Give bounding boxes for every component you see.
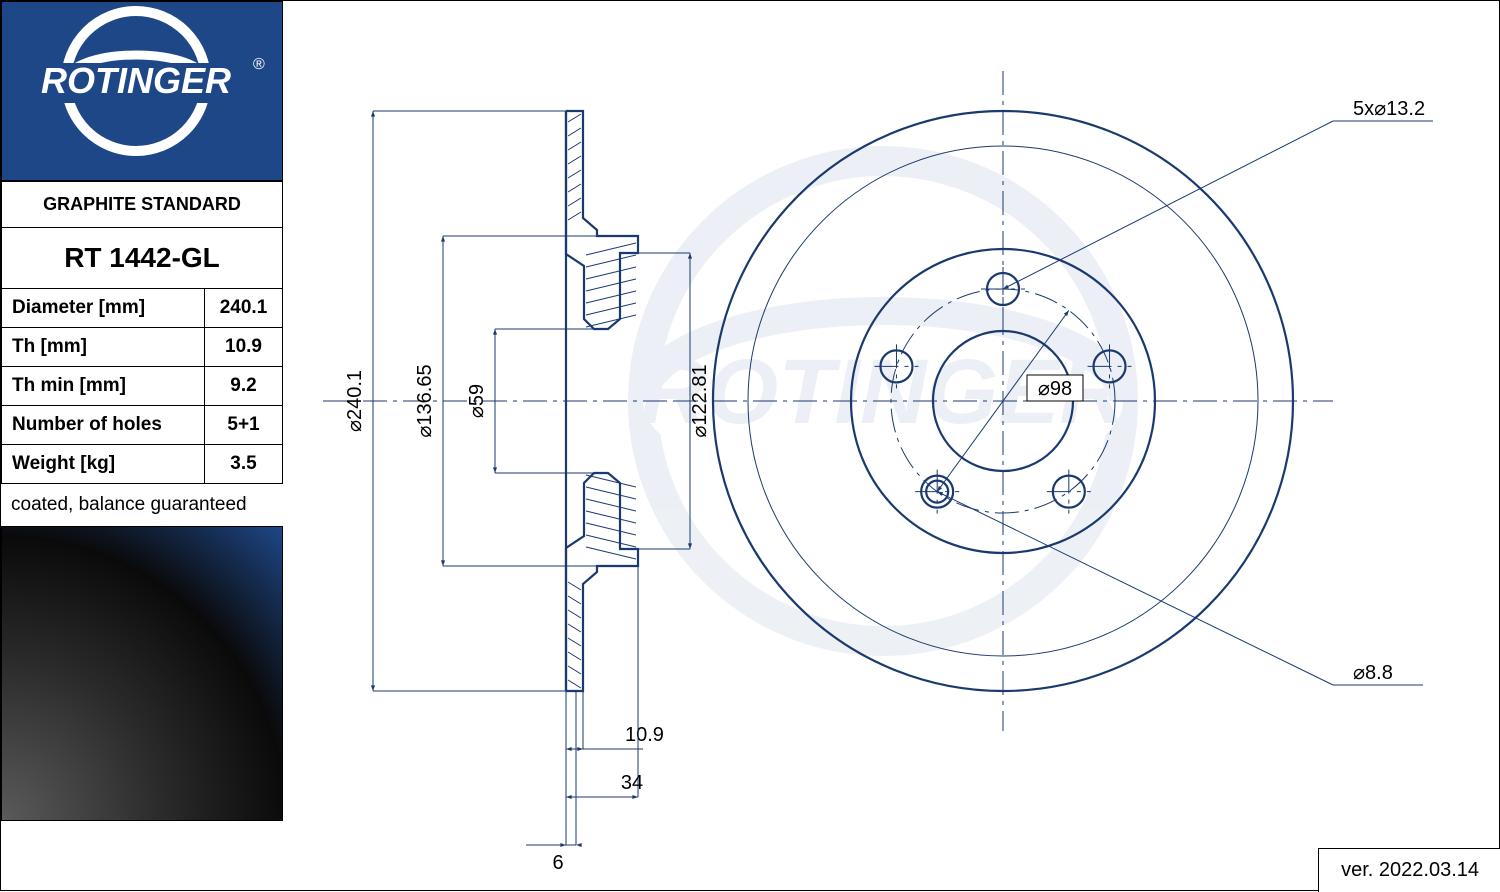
spec-value: 5+1 xyxy=(205,406,283,445)
svg-text:⌀98: ⌀98 xyxy=(1038,378,1072,400)
page: ROTINGER ® GRAPHITE STANDARD RT 1442-GL … xyxy=(0,0,1500,891)
part-number: RT 1442-GL xyxy=(2,228,283,289)
spec-table: GRAPHITE STANDARD RT 1442-GL Diameter [m… xyxy=(1,181,283,484)
version-label: ver. 2022.03.14 xyxy=(1318,848,1500,892)
brand-logo: ROTINGER ® xyxy=(1,1,283,181)
sidebar: ROTINGER ® GRAPHITE STANDARD RT 1442-GL … xyxy=(1,1,283,892)
svg-text:⌀240.1: ⌀240.1 xyxy=(344,370,366,432)
svg-text:⌀136.65: ⌀136.65 xyxy=(414,364,436,437)
svg-text:⌀59: ⌀59 xyxy=(466,384,488,418)
table-row: Th min [mm] 9.2 xyxy=(2,367,283,406)
svg-text:6: 6 xyxy=(552,852,563,874)
spec-label: Th min [mm] xyxy=(2,367,205,406)
product-photo xyxy=(1,526,283,821)
svg-text:ROTINGER: ROTINGER xyxy=(41,60,231,101)
table-row: Diameter [mm] 240.1 xyxy=(2,289,283,328)
spec-label: Diameter [mm] xyxy=(2,289,205,328)
spec-value: 9.2 xyxy=(205,367,283,406)
svg-text:5x⌀13.2: 5x⌀13.2 xyxy=(1353,98,1425,120)
table-row: Weight [kg] 3.5 xyxy=(2,445,283,484)
drawing-svg: ROTINGER⌀240.1⌀136.65⌀59⌀122.8110.93465x… xyxy=(283,1,1500,892)
spec-value: 3.5 xyxy=(205,445,283,484)
table-row: Th [mm] 10.9 xyxy=(2,328,283,367)
svg-text:®: ® xyxy=(253,56,265,73)
spec-label: Weight [kg] xyxy=(2,445,205,484)
spec-label: Th [mm] xyxy=(2,328,205,367)
svg-text:⌀8.8: ⌀8.8 xyxy=(1353,662,1393,684)
table-row: Number of holes 5+1 xyxy=(2,406,283,445)
spec-note: coated, balance guaranteed xyxy=(1,484,283,526)
spec-label: Number of holes xyxy=(2,406,205,445)
logo-svg: ROTINGER ® xyxy=(1,1,271,161)
spec-value: 240.1 xyxy=(205,289,283,328)
technical-drawing: ROTINGER⌀240.1⌀136.65⌀59⌀122.8110.93465x… xyxy=(283,1,1500,892)
standard-label: GRAPHITE STANDARD xyxy=(2,182,283,228)
svg-text:34: 34 xyxy=(621,772,643,794)
svg-text:10.9: 10.9 xyxy=(625,724,664,746)
spec-value: 10.9 xyxy=(205,328,283,367)
